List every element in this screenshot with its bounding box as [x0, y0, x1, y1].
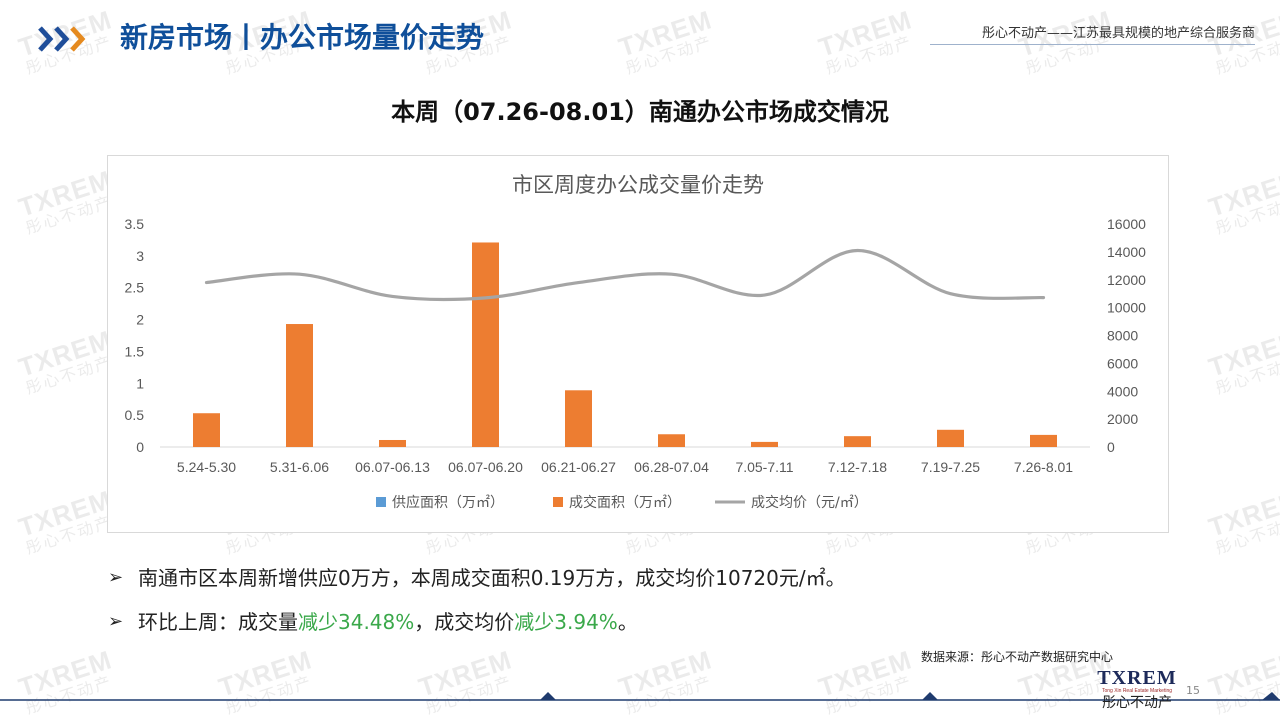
highlight-change: 减少3.94%: [514, 610, 618, 634]
x-axis-tick: 7.12-7.18: [828, 459, 887, 475]
right-axis-tick: 8000: [1107, 328, 1138, 344]
left-axis-tick: 0: [136, 439, 144, 455]
bar-deal-area: [286, 324, 313, 447]
x-axis-tick: 5.31-6.06: [270, 459, 329, 475]
bar-deal-area: [379, 439, 406, 447]
header-divider: [930, 44, 1255, 45]
right-axis-tick: 16000: [1107, 216, 1146, 232]
x-axis-tick: 7.05-7.11: [735, 459, 793, 475]
right-axis-tick: 2000: [1107, 411, 1138, 427]
company-tagline: 彤心不动产——江苏最具规模的地产综合服务商: [981, 26, 1255, 41]
left-axis-tick: 3: [136, 248, 144, 264]
page-title: 新房市场丨办公市场量价走势: [120, 21, 485, 54]
price-line: [204, 248, 1046, 302]
highlight-change: 减少34.48%: [298, 610, 415, 634]
right-axis-tick: 12000: [1107, 272, 1146, 288]
header: 新房市场丨办公市场量价走势 彤心不动产——江苏最具规模的地产综合服务商: [0, 0, 1280, 74]
footer-decor: [0, 692, 1280, 701]
arrow-bullet-icon: ➢: [108, 567, 124, 588]
legend-swatch: [376, 497, 386, 507]
x-axis-tick: 7.26-8.01: [1014, 459, 1073, 475]
bar-deal-area: [937, 429, 964, 447]
left-axis-tick: 3.5: [125, 216, 145, 232]
arrow-bullet-icon: ➢: [108, 611, 124, 632]
bullet-text: 环比上周：成交量: [138, 610, 298, 634]
bullet-text: 。: [617, 610, 638, 634]
right-axis-tick: 4000: [1107, 383, 1138, 399]
bar-deal-area: [751, 441, 778, 447]
x-axis-tick: 06.07-06.20: [448, 459, 523, 475]
x-axis-tick: 5.24-5.30: [177, 459, 236, 475]
right-axis-tick: 14000: [1107, 244, 1146, 260]
bar-deal-area: [1030, 434, 1057, 447]
right-axis-tick: 10000: [1107, 300, 1146, 316]
slide-subtitle: 本周（07.26-08.01）南通办公市场成交情况: [391, 98, 889, 126]
bullet-item: ➢ 环比上周：成交量减少34.48%，成交均价减少3.94%。: [108, 604, 1208, 648]
bullet-text: 南通市区本周新增供应0万方，本周成交面积0.19万方，成交均价10720元/㎡。: [138, 566, 846, 590]
logo-mark: TXREM: [1097, 667, 1177, 689]
right-axis-tick: 0: [1107, 439, 1115, 455]
page-number: 15: [1186, 684, 1200, 697]
bullet-item: ➢ 南通市区本周新增供应0万方，本周成交面积0.19万方，成交均价10720元/㎡…: [108, 560, 1208, 604]
left-axis-tick: 0.5: [125, 407, 145, 423]
logo-subtext: Tong Xin Real Estate Marketing: [1101, 688, 1173, 694]
bar-deal-area: [565, 390, 592, 447]
left-axis-tick: 2: [136, 312, 144, 328]
left-axis-tick: 2.5: [125, 280, 145, 296]
left-axis-tick: 1.5: [125, 343, 145, 359]
x-axis-tick: 06.07-06.13: [355, 459, 430, 475]
left-axis-tick: 1: [136, 375, 144, 391]
bar-deal-area: [472, 242, 499, 447]
chart-title: 市区周度办公成交量价走势: [512, 173, 764, 197]
bar-deal-area: [844, 436, 871, 447]
bar-deal-area: [193, 413, 220, 447]
data-source-note: 数据来源：彤心不动产数据研究中心: [921, 650, 1114, 664]
summary-bullets: ➢ 南通市区本周新增供应0万方，本周成交面积0.19万方，成交均价10720元/㎡…: [108, 560, 1208, 648]
combo-chart: 市区周度办公成交量价走势 0 0.5 1 1.5 2 2.5 3 3.5 0 2000 4000 600…: [125, 173, 1147, 511]
legend-label: 供应面积（万㎡）: [392, 494, 504, 511]
legend-label: 成交均价（元/㎡）: [751, 494, 868, 511]
x-axis-tick: 7.19-7.25: [921, 459, 980, 475]
company-logo: TXREM Tong Xin Real Estate Marketing 彤心不…: [1092, 668, 1182, 714]
right-axis-tick: 6000: [1107, 355, 1138, 371]
legend-label: 成交面积（万㎡）: [569, 494, 681, 511]
x-axis-tick: 06.28-07.04: [634, 459, 709, 475]
legend-swatch: [553, 497, 563, 507]
logo-chinese: 彤心不动产: [1102, 695, 1172, 711]
x-axis-tick: 06.21-06.27: [541, 459, 616, 475]
chevron-arrows-icon: [38, 26, 86, 52]
chart-frame: 市区周度办公成交量价走势 0 0.5 1 1.5 2 2.5 3 3.5 0 2000 4000 600…: [107, 155, 1169, 533]
bullet-text: ，成交均价: [414, 610, 515, 634]
bar-deal-area: [658, 434, 685, 447]
